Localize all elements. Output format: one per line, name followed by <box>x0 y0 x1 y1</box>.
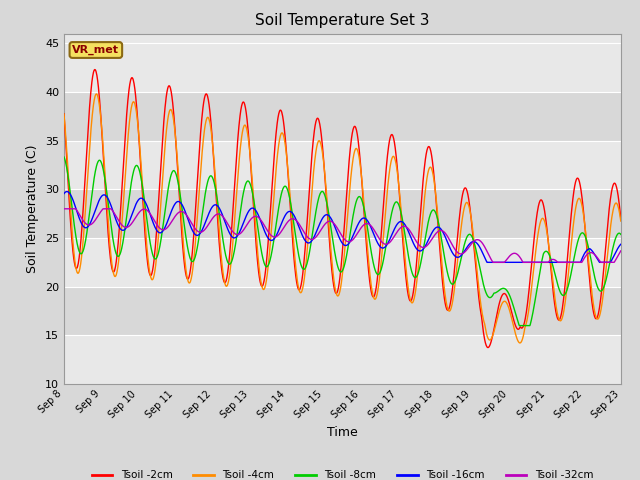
Text: VR_met: VR_met <box>72 45 119 55</box>
X-axis label: Time: Time <box>327 426 358 439</box>
Bar <box>64 92 621 141</box>
Bar <box>64 336 621 384</box>
Bar <box>64 189 621 238</box>
Legend: Tsoil -2cm, Tsoil -4cm, Tsoil -8cm, Tsoil -16cm, Tsoil -32cm: Tsoil -2cm, Tsoil -4cm, Tsoil -8cm, Tsoi… <box>87 466 598 480</box>
Title: Soil Temperature Set 3: Soil Temperature Set 3 <box>255 13 429 28</box>
Bar <box>64 141 621 189</box>
Bar <box>64 43 621 92</box>
Bar <box>64 238 621 287</box>
Bar <box>64 287 621 336</box>
Y-axis label: Soil Temperature (C): Soil Temperature (C) <box>26 144 40 273</box>
